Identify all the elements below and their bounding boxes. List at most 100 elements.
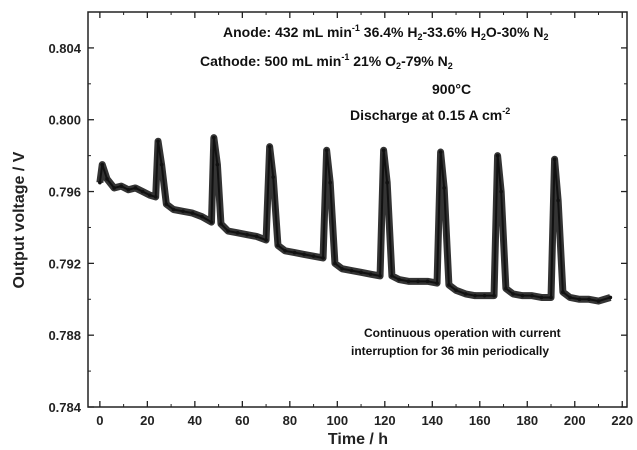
data-point xyxy=(164,202,169,206)
data-point xyxy=(171,207,176,212)
y-tick-label: 0.804 xyxy=(48,41,81,56)
data-point xyxy=(200,214,204,219)
x-tick-label: 160 xyxy=(469,413,491,428)
data-point xyxy=(156,139,160,144)
data-point xyxy=(100,162,105,167)
data-point xyxy=(608,295,613,300)
data-point xyxy=(359,270,363,275)
data-point xyxy=(552,157,557,162)
data-point xyxy=(416,279,420,284)
temperature-value: 900 xyxy=(432,81,456,97)
data-point xyxy=(267,144,272,149)
data-point xyxy=(556,198,560,203)
data-point xyxy=(215,162,220,167)
series-band xyxy=(96,134,612,305)
cathode-mid: 21% O xyxy=(349,53,396,69)
data-point xyxy=(302,252,306,257)
data-point xyxy=(511,292,515,296)
data-point xyxy=(561,290,565,294)
data-point xyxy=(438,150,443,154)
data-point xyxy=(311,254,316,258)
cathode-annotation: Cathode: 500 mL min-1 21% O2-79% N2 xyxy=(200,52,453,71)
anode-sub3: 2 xyxy=(543,32,548,42)
data-point xyxy=(530,293,534,298)
data-point xyxy=(254,234,259,239)
data-point xyxy=(333,261,337,266)
data-point xyxy=(271,175,276,179)
note-line1: Continuous operation with current xyxy=(364,326,561,340)
data-point xyxy=(328,180,332,185)
x-tick-label: 120 xyxy=(374,413,396,428)
data-point xyxy=(473,293,477,298)
y-tick-label: 0.792 xyxy=(48,256,81,271)
data-point xyxy=(112,186,116,190)
data-point xyxy=(126,187,131,192)
x-tick-label: 140 xyxy=(421,413,443,428)
data-point xyxy=(425,279,430,284)
data-point xyxy=(153,195,158,199)
data-point xyxy=(324,148,329,153)
data-point xyxy=(349,268,354,273)
data-point xyxy=(492,293,496,298)
y-tick-label: 0.784 xyxy=(48,400,81,415)
x-tick-label: 80 xyxy=(283,413,297,428)
data-point xyxy=(577,297,582,302)
data-point xyxy=(235,231,240,235)
x-tick-label: 40 xyxy=(188,413,202,428)
discharge-annotation: Discharge at 0.15 A cm-2 xyxy=(350,106,510,123)
data-point xyxy=(406,279,411,284)
cathode-sub2: 2 xyxy=(448,61,453,71)
data-point xyxy=(596,299,601,303)
data-point xyxy=(219,222,223,226)
data-point xyxy=(181,209,185,214)
data-point xyxy=(495,153,500,158)
data-point xyxy=(212,135,216,140)
anode-exp: -1 xyxy=(352,23,360,33)
data-point xyxy=(482,293,487,298)
data-point xyxy=(504,286,508,291)
data-point xyxy=(321,256,325,260)
data-point xyxy=(368,272,373,276)
data-point xyxy=(340,266,344,271)
y-axis-title: Output voltage / V xyxy=(11,151,28,288)
data-point xyxy=(378,274,382,278)
data-point xyxy=(539,295,544,300)
data-point xyxy=(568,295,572,300)
y-tick-label: 0.796 xyxy=(48,185,81,200)
data-point xyxy=(454,288,458,293)
anode-mid2: -33.6% H xyxy=(423,24,481,40)
data-point xyxy=(381,148,386,153)
data-point xyxy=(245,232,249,237)
data-point xyxy=(119,184,124,188)
x-axis-title: Time / h xyxy=(328,431,388,448)
plot-frame xyxy=(87,11,628,408)
data-point xyxy=(463,292,468,296)
note-line2: interruption for 36 min periodically xyxy=(351,344,549,358)
data-point xyxy=(442,186,446,190)
x-tick-label: 60 xyxy=(235,413,249,428)
data-point xyxy=(105,177,109,181)
y-tick-label: 0.788 xyxy=(48,328,81,343)
cathode-exp: -1 xyxy=(341,52,349,62)
data-point xyxy=(390,274,394,278)
data-point xyxy=(587,297,591,302)
data-point xyxy=(159,162,164,167)
data-point xyxy=(397,277,401,282)
cathode-sub1: 2 xyxy=(396,61,401,71)
discharge-prefix: Discharge at 0.15 A cm xyxy=(350,107,502,123)
data-point xyxy=(283,248,287,253)
x-tick-label: 180 xyxy=(516,413,538,428)
data-point xyxy=(276,243,280,248)
data-point xyxy=(264,238,268,242)
cathode-mid2: -79% N xyxy=(401,53,448,69)
discharge-exp: -2 xyxy=(502,106,510,116)
data-point xyxy=(133,186,138,190)
anode-prefix: Anode: 432 mL min xyxy=(223,24,352,40)
data-point xyxy=(385,180,389,185)
data-point xyxy=(520,293,525,298)
data-point xyxy=(435,281,439,285)
data-point xyxy=(499,189,503,194)
x-tick-label: 200 xyxy=(564,413,586,428)
